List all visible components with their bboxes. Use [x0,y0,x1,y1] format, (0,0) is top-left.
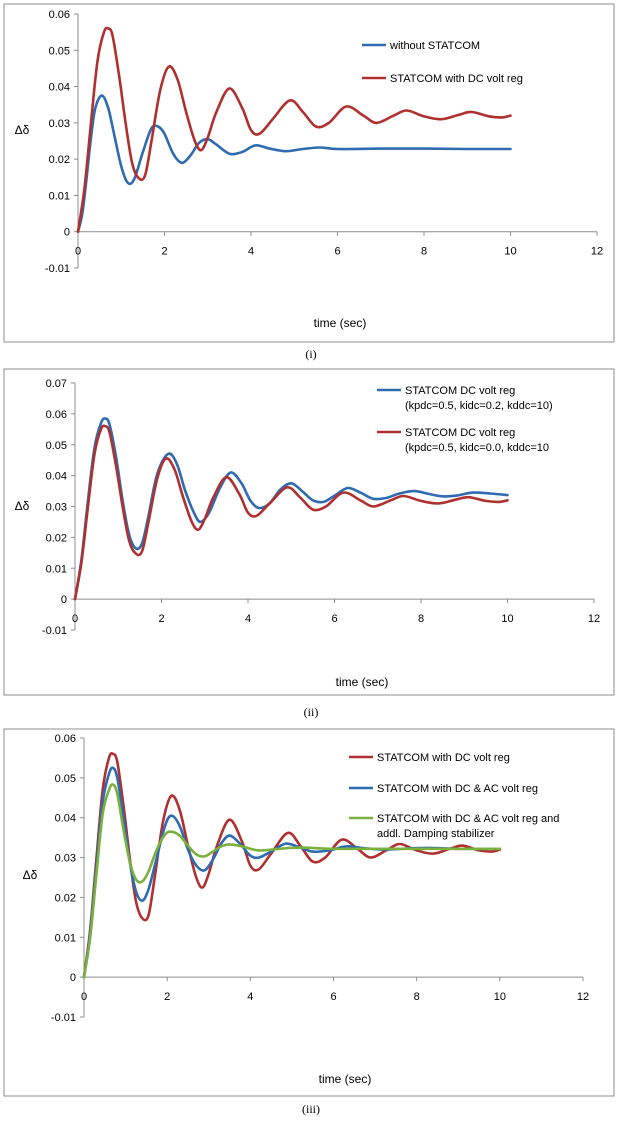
y-tick-label: 0.05 [55,773,76,785]
legend-label-3: STATCOM with DC & AC volt reg and [377,813,559,825]
x-tick-label: 8 [421,246,427,258]
y-tick-label: 0.02 [49,154,70,166]
x-tick-label: 0 [75,246,81,258]
x-tick-label: 12 [588,613,600,625]
series-line-1 [82,752,502,979]
x-tick-label: 6 [334,246,340,258]
x-tick-label: 2 [161,246,167,258]
y-tick-label: 0.03 [55,853,76,865]
x-tick-label: 12 [577,991,589,1003]
x-tick-label: 2 [158,613,164,625]
x-tick-label: 8 [414,991,420,1003]
y-tick-label: 0.01 [55,932,76,944]
y-tick-label: -0.01 [45,263,70,275]
chart-1: -0.01 0 0.01 0.02 0.03 0.04 0.05 0.06 0 2 4 6 8 10 12 t… [3,3,615,343]
y-tick-label: 0.04 [55,813,76,825]
series-line-1 [76,94,512,233]
chart-3: -0.01 0 0.01 0.02 0.03 0.04 0.05 0.06 0 2 4 6 8 10 12 t… [3,728,615,1097]
y-tick-label: 0.04 [46,471,67,483]
x-axis-label: time (sec) [336,675,389,689]
y-tick-label: 0.06 [46,409,67,421]
y-tick-label: 0.03 [46,502,67,514]
y-tick-label: 0.05 [46,440,67,452]
x-tick-label: 12 [591,246,603,258]
series-line-2 [76,26,512,233]
legend-sublabel-2: (kpdc=0.5, kidc=0.0, kddc=10 [405,442,549,454]
y-tick-label: 0.01 [46,563,67,575]
x-tick-label: 0 [72,613,78,625]
x-tick-label: 10 [504,246,516,258]
chart-frame [3,368,615,696]
y-tick-label: 0 [61,594,67,606]
y-tick-label: 0.02 [55,892,76,904]
legend-sublabel-1: (kpdc=0.5, kidc=0.2, kddc=10) [405,400,553,412]
x-axis-label: time (sec) [319,1072,372,1086]
x-tick-label: 0 [81,991,87,1003]
x-tick-label: 6 [330,991,336,1003]
x-tick-label: 8 [418,613,424,625]
legend-label-1: without STATCOM [389,40,480,52]
x-tick-label: 4 [247,991,253,1003]
y-tick-label: 0.06 [49,9,70,21]
legend-label-2: STATCOM with DC & AC volt reg [377,783,538,795]
y-axis-label: Δδ [15,499,30,513]
y-tick-label: -0.01 [51,1012,76,1024]
y-tick-label: 0.02 [46,532,67,544]
chart-caption: (ii) [304,705,319,719]
x-tick-label: 10 [494,991,506,1003]
chart-caption: (iii) [302,1102,320,1116]
y-axis-label: Δδ [23,868,38,882]
y-tick-label: 0 [70,972,76,984]
x-tick-label: 6 [331,613,337,625]
x-tick-label: 10 [501,613,513,625]
chart-2: -0.01 0 0.01 0.02 0.03 0.04 0.05 0.06 0.07 0 2 4 6 8 1… [3,368,615,696]
legend-label-1: STATCOM with DC volt reg [377,752,510,764]
legend-label-2: STATCOM DC volt reg [405,427,515,439]
y-tick-label: 0.06 [55,733,76,745]
series-line-3 [82,783,502,979]
series-line-1 [73,417,509,601]
y-tick-label: 0.05 [49,45,70,57]
x-tick-label: 4 [248,246,254,258]
chart-caption: (i) [305,347,316,361]
legend-label-2: STATCOM with DC volt reg [390,73,523,85]
y-tick-label: 0.03 [49,118,70,130]
y-tick-label: 0.07 [46,378,67,390]
x-axis-label: time (sec) [314,316,367,330]
x-tick-label: 4 [245,613,251,625]
x-tick-label: 2 [164,991,170,1003]
y-tick-label: 0.01 [49,190,70,202]
chart-frame [3,3,615,343]
legend-label-1: STATCOM DC volt reg [405,385,515,397]
y-tick-label: -0.01 [42,625,67,637]
y-tick-label: 0 [64,227,70,239]
series-line-2 [73,424,509,601]
y-tick-label: 0.04 [49,82,70,94]
y-axis-label: Δδ [15,123,30,137]
legend-sublabel-3: addl. Damping stabilizer [377,828,495,840]
